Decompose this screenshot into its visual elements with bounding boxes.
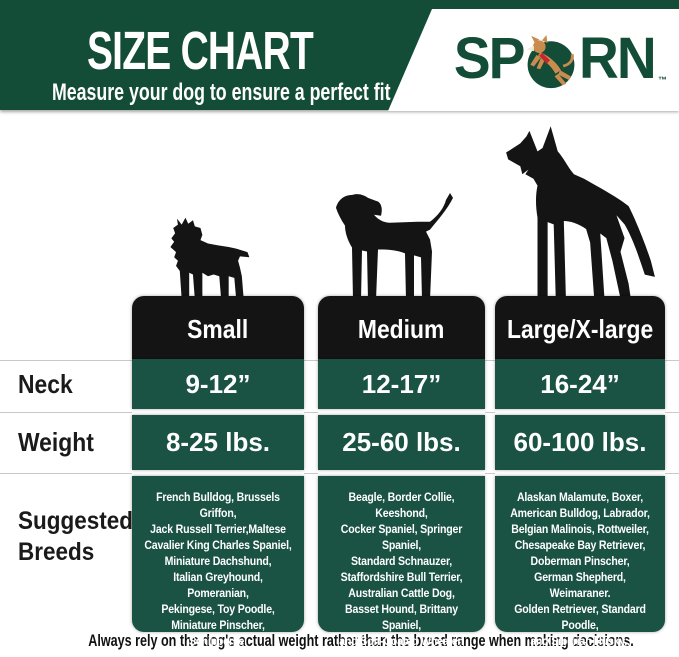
weight-value-small: 8-25 lbs.: [132, 415, 304, 470]
page-subtitle: Measure your dog to ensure a perfect fit: [52, 79, 391, 106]
size-header-medium: Medium: [318, 296, 485, 359]
size-header-small: Small: [132, 296, 304, 359]
logo-dog-icon: [526, 35, 575, 89]
page-title: SIZE CHART: [86, 21, 314, 81]
weight-value-medium: 25-60 lbs.: [318, 415, 485, 470]
trademark-symbol: ™: [658, 75, 667, 85]
breeds-list-small: French Bulldog, Brussels Griffon, Jack R…: [144, 490, 292, 657]
column-small: Small 9-12” 8-25 lbs. French Bulldog, Br…: [132, 296, 304, 657]
column-medium: Medium 12-17” 25-60 lbs. Beagle, Border …: [318, 296, 485, 657]
column-large: Large/X-large 16-24” 60-100 lbs. Alaskan…: [495, 296, 665, 648]
breeds-panel-small: French Bulldog, Brussels Griffon, Jack R…: [132, 476, 304, 657]
large-dog-silhouette: [506, 126, 655, 299]
row-label-suggested-breeds: Suggested Breeds: [18, 507, 134, 566]
logo-letters-sp: SP: [453, 26, 526, 91]
neck-value-small: 9-12”: [132, 359, 304, 409]
neck-value-large: 16-24”: [495, 359, 665, 409]
row-label-weight: Weight: [18, 427, 94, 457]
breeds-panel-medium: Beagle, Border Collie, Keeshond, Cocker …: [318, 476, 485, 657]
breeds-list-medium: Beagle, Border Collie, Keeshond, Cocker …: [339, 490, 464, 657]
disclaimer-text: Always rely on the dog's actual weight r…: [88, 631, 634, 650]
breeds-list-large: Alaskan Malamute, Boxer, American Bulldo…: [510, 490, 650, 648]
row-label-neck: Neck: [18, 369, 73, 399]
header-banner: SIZE CHART Measure your dog to ensure a …: [0, 0, 679, 111]
logo-letters-rn: RN: [579, 26, 657, 91]
neck-value-medium: 12-17”: [318, 359, 485, 409]
breeds-panel-large: Alaskan Malamute, Boxer, American Bulldo…: [495, 476, 665, 648]
sporn-logo: SP RN ™: [452, 28, 667, 90]
weight-value-large: 60-100 lbs.: [495, 415, 665, 470]
medium-dog-silhouette: [336, 192, 453, 301]
small-dog-silhouette: [170, 217, 250, 300]
size-header-large: Large/X-large: [495, 296, 665, 359]
